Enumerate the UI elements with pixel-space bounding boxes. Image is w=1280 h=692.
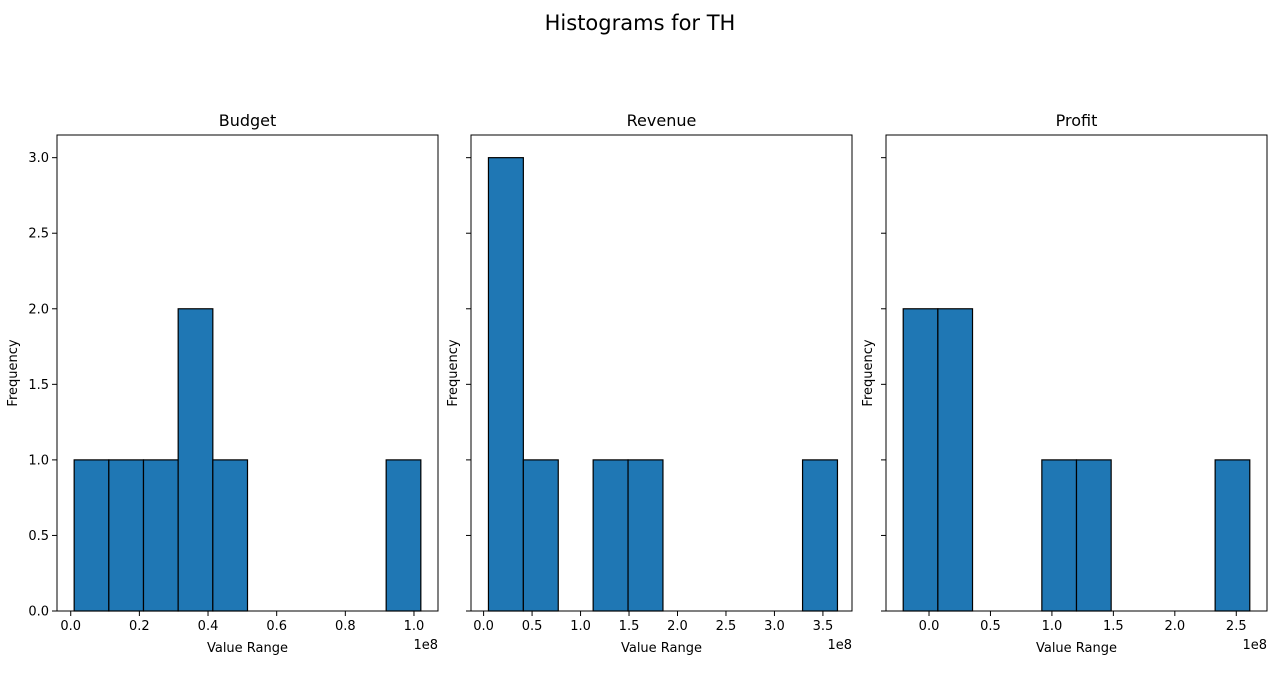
y-tick-label: 1.0 xyxy=(28,453,49,468)
subplot-title: Budget xyxy=(219,111,277,130)
x-tick-label: 0.5 xyxy=(980,619,1001,634)
y-axis-label: Frequency xyxy=(446,339,461,406)
axes-frame xyxy=(56,134,439,612)
x-tick-label: 3.5 xyxy=(813,619,834,634)
x-tick-label: 2.0 xyxy=(667,619,688,634)
x-tick-label: 2.5 xyxy=(716,619,737,634)
x-tick-label: 2.5 xyxy=(1226,619,1247,634)
histogram-bar xyxy=(801,459,839,612)
x-axis-label: Value Range xyxy=(207,641,288,656)
y-axis-label: Frequency xyxy=(861,339,876,406)
figure-title: Histograms for TH xyxy=(545,11,736,35)
x-tick-label: 0.2 xyxy=(129,619,150,634)
y-tick-label: 1.5 xyxy=(28,378,49,393)
y-tick-label: 2.0 xyxy=(28,302,49,317)
y-tick-label: 2.5 xyxy=(28,227,49,242)
histogram-panel-budget: 0.0 0.2 0.4 0.6 0.8 1.0 0.0 0.5 1.0 1.5 2.0 2.5 3.0 B… xyxy=(6,111,439,656)
x-offset-label: 1e8 xyxy=(413,638,438,653)
axes-frame xyxy=(470,134,853,612)
histogram-bar xyxy=(937,308,974,612)
histogram-bar xyxy=(522,459,559,612)
x-tick-label: 1.5 xyxy=(1103,619,1124,634)
x-tick-label: 0.8 xyxy=(335,619,356,634)
histogram-bar xyxy=(73,459,110,612)
x-tick-label: 1.0 xyxy=(570,619,591,634)
x-axis-label: Value Range xyxy=(1036,641,1117,656)
x-tick-label: 3.0 xyxy=(764,619,785,634)
x-offset-label: 1e8 xyxy=(827,638,852,653)
x-tick-label: 1.0 xyxy=(404,619,425,634)
histogram-bar xyxy=(385,459,422,612)
histogram-bar xyxy=(1075,459,1112,612)
x-axis-label: Value Range xyxy=(621,641,702,656)
y-tick-label: 0.0 xyxy=(28,605,49,620)
x-tick-label: 0.0 xyxy=(919,619,940,634)
histogram-panels: 0.0 0.2 0.4 0.6 0.8 1.0 0.0 0.5 1.0 1.5 2.0 2.5 3.0 B… xyxy=(6,111,1268,656)
x-tick-label: 1.5 xyxy=(619,619,640,634)
histogram-bar xyxy=(902,308,939,612)
axes-frame xyxy=(885,134,1268,612)
histogram-bar xyxy=(142,459,179,612)
subplot-title: Revenue xyxy=(627,111,697,130)
x-tick-label: 0.0 xyxy=(60,619,81,634)
histogram-panel-profit: 0.0 0.5 1.0 1.5 2.0 2.5 Profit Value Range Frequ… xyxy=(861,111,1268,656)
histogram-bar xyxy=(592,459,629,612)
histogram-bar xyxy=(1214,459,1251,612)
x-offset-label: 1e8 xyxy=(1242,638,1267,653)
subplot-title: Profit xyxy=(1056,111,1098,130)
x-tick-label: 0.6 xyxy=(266,619,287,634)
histogram-bar xyxy=(108,459,145,612)
histogram-bar xyxy=(1041,459,1078,612)
histogram-bar xyxy=(487,157,524,612)
histogram-bar xyxy=(177,308,214,612)
x-tick-label: 0.5 xyxy=(522,619,543,634)
histogram-panel-revenue: 0.0 0.5 1.0 1.5 2.0 2.5 3.0 3.5 Revenue Value Ran… xyxy=(446,111,853,656)
x-tick-label: 1.0 xyxy=(1042,619,1063,634)
histogram-bar xyxy=(212,459,249,612)
y-axis-label: Frequency xyxy=(6,339,21,406)
x-tick-label: 0.4 xyxy=(198,619,219,634)
histogram-bar xyxy=(627,459,664,612)
y-tick-label: 3.0 xyxy=(28,151,49,166)
x-tick-label: 0.0 xyxy=(473,619,494,634)
x-tick-label: 2.0 xyxy=(1164,619,1185,634)
y-tick-label: 0.5 xyxy=(28,529,49,544)
